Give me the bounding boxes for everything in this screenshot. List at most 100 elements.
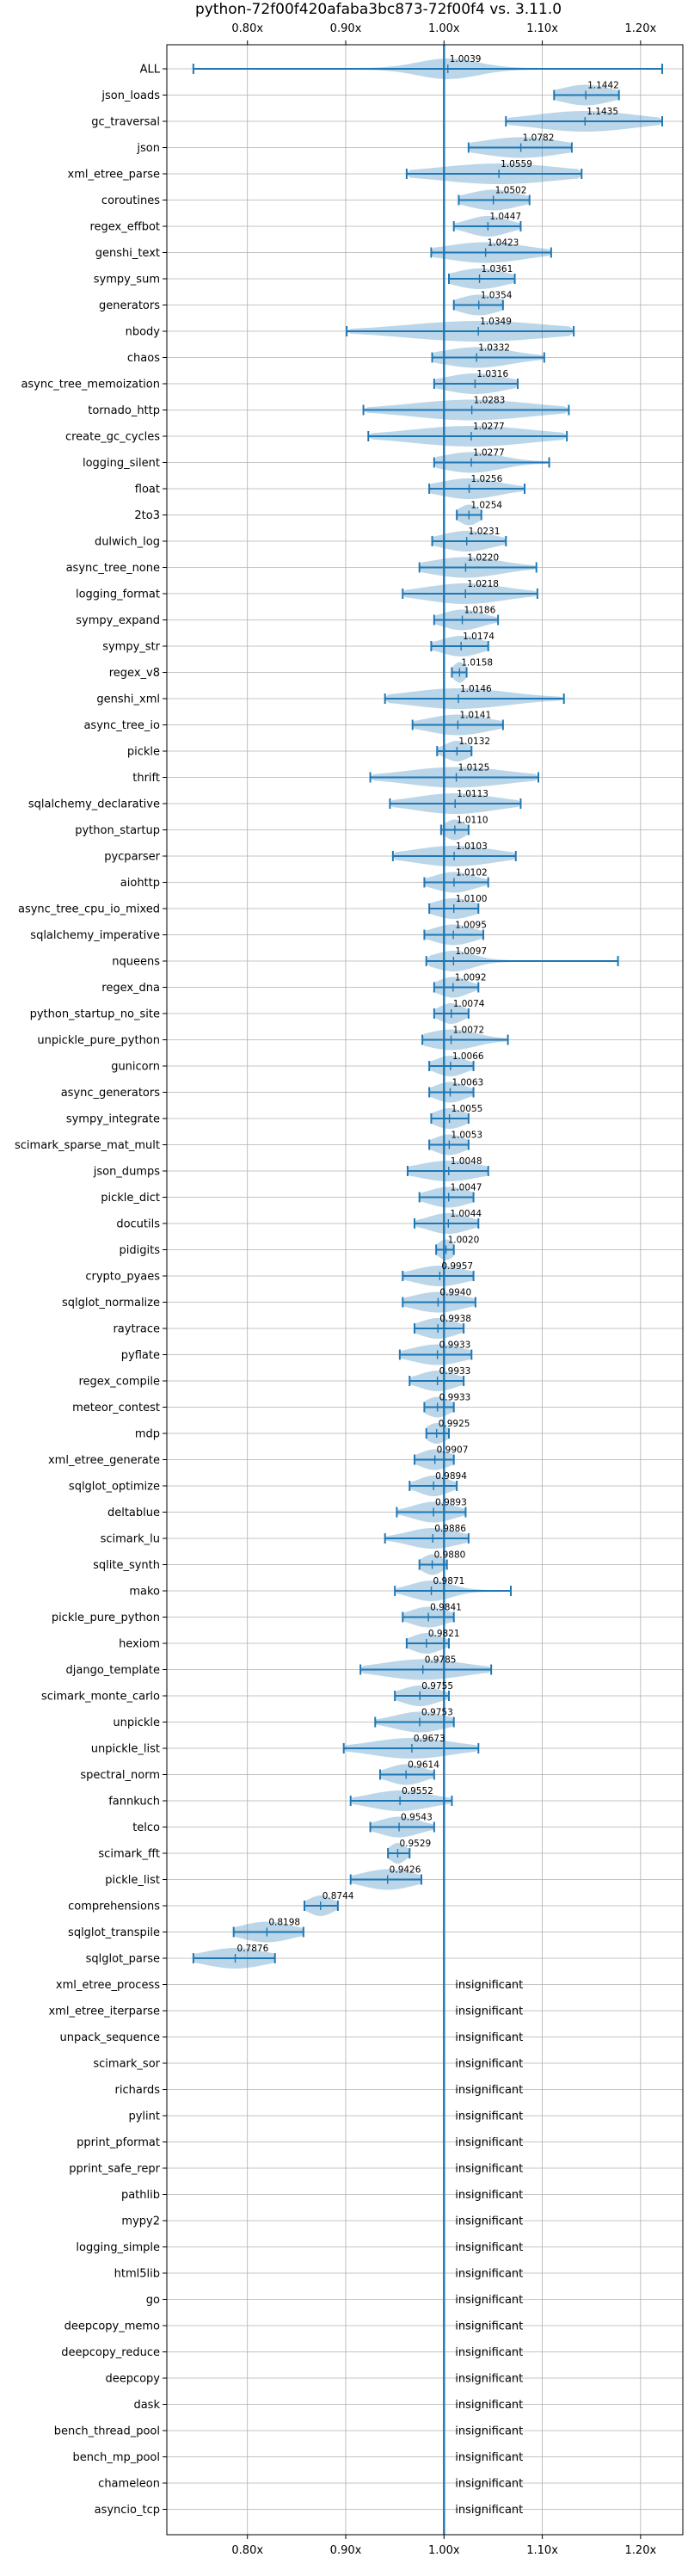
benchmark-label: coroutines xyxy=(101,194,160,207)
value-label: 1.0332 xyxy=(478,343,510,354)
benchmark-label: mdp xyxy=(135,1428,160,1441)
benchmark-label: pickle_pure_python xyxy=(52,1612,160,1624)
value-label: 1.0125 xyxy=(458,763,490,773)
benchmark-label: regex_compile xyxy=(78,1376,160,1389)
benchmark-label: django_template xyxy=(66,1664,160,1677)
insignificant-label: insignificant xyxy=(455,2241,523,2254)
benchmark-label: bench_mp_pool xyxy=(72,2451,160,2464)
value-label: 1.0103 xyxy=(456,841,488,852)
benchmark-label: asyncio_tcp xyxy=(95,2504,160,2517)
x-tick-label-top: 0.90x xyxy=(330,22,362,35)
benchmark-label: sqlglot_transpile xyxy=(68,1926,160,1939)
value-label: 1.0074 xyxy=(453,999,485,1009)
value-label: 1.0053 xyxy=(451,1131,482,1141)
insignificant-label: insignificant xyxy=(455,2215,523,2228)
value-label: 0.9894 xyxy=(435,1471,467,1482)
benchmark-label: fannkuch xyxy=(108,1796,160,1809)
x-tick-label-bottom: 0.80x xyxy=(231,2544,263,2557)
benchmark-label: xml_etree_parse xyxy=(68,169,160,182)
value-label: 1.0502 xyxy=(495,186,527,196)
benchmark-label: dulwich_log xyxy=(95,536,160,549)
benchmark-label: pycparser xyxy=(104,851,160,864)
insignificant-label: insignificant xyxy=(455,2189,523,2202)
benchmark-label: unpickle xyxy=(113,1716,160,1729)
value-label: 1.0158 xyxy=(461,658,493,669)
benchmark-label: pidigits xyxy=(120,1244,161,1257)
value-label: 1.0231 xyxy=(469,527,501,537)
value-label: 0.9886 xyxy=(434,1524,466,1534)
benchmark-label: sympy_sum xyxy=(94,274,160,287)
value-label: 1.0218 xyxy=(467,579,499,589)
benchmark-label: unpickle_list xyxy=(91,1743,160,1756)
value-label: 0.9907 xyxy=(437,1445,469,1456)
value-label: 0.9880 xyxy=(434,1550,466,1561)
value-label: 1.1435 xyxy=(587,107,618,117)
value-label: 0.8198 xyxy=(268,1918,300,1928)
value-label: 0.9821 xyxy=(428,1629,460,1639)
benchmark-label: unpack_sequence xyxy=(59,2031,160,2044)
value-label: 0.9940 xyxy=(439,1288,471,1298)
benchmark-label: aiohttp xyxy=(120,877,160,890)
value-label: 0.9933 xyxy=(439,1340,471,1351)
benchmark-label: html5lib xyxy=(114,2268,160,2281)
value-label: 0.9933 xyxy=(439,1393,471,1403)
grid-layer xyxy=(163,40,683,2539)
benchmark-label: json_loads xyxy=(101,89,160,102)
benchmark-label: bench_thread_pool xyxy=(54,2425,160,2438)
value-label: 1.0354 xyxy=(481,291,513,301)
benchmark-label: dask xyxy=(133,2399,160,2412)
insignificant-label: insignificant xyxy=(455,2111,523,2123)
value-label: 1.1442 xyxy=(587,81,619,91)
x-tick-label-bottom: 0.90x xyxy=(330,2544,362,2557)
benchmark-label: pickle_dict xyxy=(101,1192,160,1205)
value-label: 0.9755 xyxy=(421,1681,453,1692)
benchmark-label: xml_etree_generate xyxy=(48,1454,160,1467)
benchmark-label: logging_silent xyxy=(83,457,160,470)
chart-title: python-72f00f420afaba3bc873-72f00f4 vs. … xyxy=(195,1,562,18)
value-label: 1.0423 xyxy=(488,238,519,249)
insignificant-label: insignificant xyxy=(455,2136,523,2149)
benchmark-label: scimark_fft xyxy=(98,1848,160,1861)
benchmark-label: pickle xyxy=(127,746,160,759)
benchmark-label: xml_etree_iterparse xyxy=(48,2006,160,2018)
benchmark-label: hexiom xyxy=(119,1638,160,1651)
benchmark-label: async_tree_memoization xyxy=(21,379,160,391)
value-label: 1.0100 xyxy=(456,894,488,904)
value-label: 1.0349 xyxy=(480,317,512,327)
benchmark-label: sqlglot_normalize xyxy=(62,1297,160,1310)
benchmark-label: sqlite_synth xyxy=(93,1559,160,1572)
insignificant-label: insignificant xyxy=(455,2320,523,2333)
benchmark-label: raytrace xyxy=(113,1323,160,1336)
benchmark-label: sqlglot_optimize xyxy=(69,1481,160,1494)
value-label: 1.0256 xyxy=(471,474,503,484)
insignificant-label: insignificant xyxy=(455,2425,523,2438)
value-label: 1.0132 xyxy=(458,736,490,747)
value-label: 0.9925 xyxy=(439,1419,470,1429)
benchmark-label: python_startup_no_site xyxy=(30,1008,160,1021)
benchmark-label: sympy_str xyxy=(102,641,160,654)
value-label: 1.0039 xyxy=(450,54,482,65)
value-label: 1.0174 xyxy=(463,632,494,642)
benchmark-label: genshi_xml xyxy=(96,693,160,706)
benchmark-label: nbody xyxy=(126,326,161,339)
value-label: 1.0277 xyxy=(473,422,505,432)
insignificant-label: insignificant xyxy=(455,2163,523,2176)
benchmark-label: sqlglot_parse xyxy=(86,1953,160,1966)
benchmark-label: crypto_pyaes xyxy=(85,1271,160,1284)
value-label: 1.0063 xyxy=(452,1078,483,1088)
benchmark-label: chaos xyxy=(127,352,160,365)
x-tick-label-bottom: 1.00x xyxy=(428,2544,460,2557)
benchmark-label: sqlalchemy_imperative xyxy=(30,929,160,942)
value-label: 1.0283 xyxy=(474,396,506,406)
benchmark-label: async_tree_io xyxy=(83,719,160,732)
value-label: 0.9673 xyxy=(414,1734,445,1744)
x-tick-label-bottom: 1.10x xyxy=(526,2544,558,2557)
benchmark-label: pprint_pformat xyxy=(77,2136,160,2149)
benchmark-label: json_dumps xyxy=(93,1166,160,1179)
insignificant-label: insignificant xyxy=(455,2346,523,2359)
x-tick-label-top: 1.20x xyxy=(625,22,657,35)
benchmark-label: mypy2 xyxy=(121,2215,160,2228)
value-label: 1.0020 xyxy=(448,1236,480,1246)
